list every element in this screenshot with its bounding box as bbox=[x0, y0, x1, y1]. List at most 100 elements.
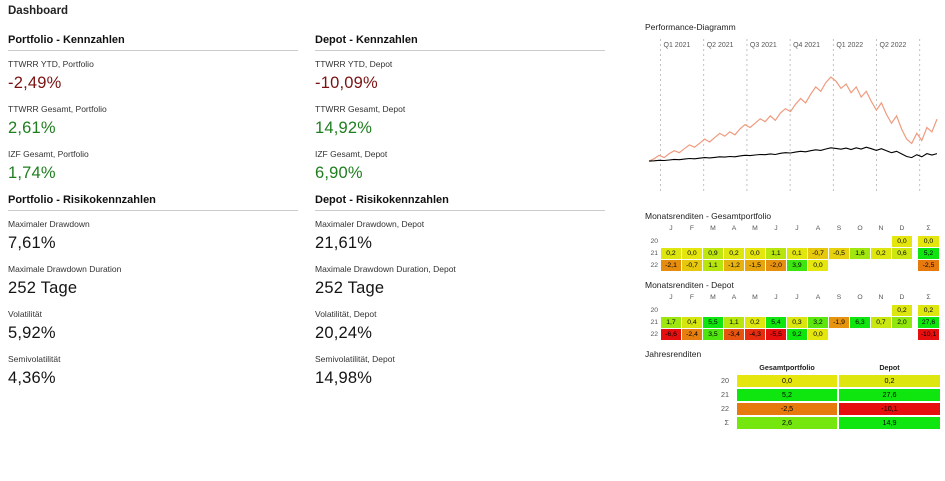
heatmap-cell bbox=[871, 305, 891, 316]
heatmap-cell: -4,3 bbox=[745, 329, 765, 340]
monthly-returns-depot-widget[interactable]: Monatsrenditen - Depot J F M A M J J A S O N D Σ 20 0,… bbox=[645, 280, 941, 340]
kpi-section: Portfolio - Kennzahlen TTWRR YTD, Portfol… bbox=[8, 34, 298, 183]
sum-gap bbox=[913, 236, 917, 247]
month-column-header: J bbox=[774, 294, 778, 301]
series-line-gesamtportfolio bbox=[648, 146, 938, 162]
heatmap-cell: 3,9 bbox=[787, 260, 807, 271]
annual-cell: 27,6 bbox=[839, 389, 940, 401]
annual-cell: -10,1 bbox=[839, 403, 940, 415]
sum-column-header: Σ bbox=[926, 294, 931, 301]
kpi-widget[interactable]: Volatilität, Depot 20,24% bbox=[315, 309, 605, 343]
month-column-header: J bbox=[795, 225, 799, 232]
kpi-label: Maximale Drawdown Duration bbox=[8, 264, 122, 274]
heatmap-cell: -2,4 bbox=[682, 329, 702, 340]
month-column-header: F bbox=[689, 225, 695, 232]
kpi-widget[interactable]: Maximaler Drawdown, Depot 21,61% bbox=[315, 219, 605, 253]
sum-gap bbox=[913, 260, 917, 271]
kpi-label: Maximaler Drawdown, Depot bbox=[315, 219, 425, 229]
month-column-header: A bbox=[731, 294, 737, 301]
kpi-value: 6,90% bbox=[315, 164, 363, 182]
month-column-header: N bbox=[878, 294, 884, 301]
month-column-header: O bbox=[857, 294, 863, 301]
heatmap-cell bbox=[850, 329, 870, 340]
quarter-label: Q1 2021 bbox=[664, 42, 691, 49]
heatmap-cell: -6,6 bbox=[661, 329, 681, 340]
month-column-header: J bbox=[774, 225, 778, 232]
performance-chart-widget[interactable]: Performance-Diagramm Q1 2021 Q2 2021 Q3 20… bbox=[645, 22, 941, 202]
kpi-widget[interactable]: IZF Gesamt, Depot 6,90% bbox=[315, 149, 605, 183]
heatmap-cell bbox=[703, 236, 723, 247]
annual-cell: 0,0 bbox=[737, 375, 837, 387]
heatmap-depot-title: Monatsrenditen - Depot bbox=[645, 280, 734, 290]
heatmap-cell: 0,0 bbox=[745, 248, 765, 259]
heatmap-cell bbox=[850, 236, 870, 247]
month-column-header: A bbox=[815, 225, 821, 232]
heatmap-cell: 0,1 bbox=[787, 248, 807, 259]
kpi-widget[interactable]: Volatilität 5,92% bbox=[8, 309, 298, 343]
sum-gap bbox=[913, 305, 917, 316]
monthly-returns-portfolio-widget[interactable]: Monatsrenditen - Gesamtportfolio J F M A M J J… bbox=[645, 211, 941, 271]
month-column-header: J bbox=[795, 294, 799, 301]
kpi-section: Portfolio - Risikokennzahlen Maximaler Dr… bbox=[8, 194, 298, 388]
heatmap-cell: 0,2 bbox=[892, 305, 912, 316]
heatmap-cell: 1,6 bbox=[850, 248, 870, 259]
kpi-widget[interactable]: TTWRR YTD, Portfolio -2,49% bbox=[8, 59, 298, 93]
kpi-widget[interactable]: Maximale Drawdown Duration 252 Tage bbox=[8, 264, 298, 298]
month-column-header: J bbox=[669, 225, 673, 232]
kpi-label: IZF Gesamt, Portfolio bbox=[8, 149, 89, 159]
chart-title: Performance-Diagramm bbox=[645, 22, 736, 32]
sum-gap bbox=[913, 293, 917, 304]
heatmap-row-label: 20 bbox=[650, 238, 658, 245]
annual-returns-title: Jahresrenditen bbox=[645, 349, 702, 359]
kpi-widget[interactable]: IZF Gesamt, Portfolio 1,74% bbox=[8, 149, 298, 183]
kpi-value: 7,61% bbox=[8, 234, 56, 252]
row-label-header bbox=[645, 224, 660, 234]
kpi-widget[interactable]: Maximaler Drawdown 7,61% bbox=[8, 219, 298, 253]
heatmap-cell bbox=[766, 236, 786, 247]
section-header: Depot - Kennzahlen bbox=[315, 34, 605, 51]
heatmap-sum-cell: 0,2 bbox=[918, 305, 939, 316]
kpi-label: TTWRR YTD, Depot bbox=[315, 59, 393, 69]
kpi-widget[interactable]: TTWRR Gesamt, Portfolio 2,61% bbox=[8, 104, 298, 138]
series-line-depot bbox=[648, 76, 938, 162]
heatmap-cell: 0,7 bbox=[871, 317, 891, 328]
heatmap-cell: -1,5 bbox=[745, 260, 765, 271]
heatmap-cell: 2,0 bbox=[892, 317, 912, 328]
kpi-label: Maximaler Drawdown bbox=[8, 219, 90, 229]
heatmap-cell: 0,2 bbox=[661, 248, 681, 259]
kpi-label: Semivolatilität, Depot bbox=[315, 354, 395, 364]
heatmap-sum-cell: -2,5 bbox=[918, 260, 939, 271]
sum-gap bbox=[913, 224, 917, 235]
kpi-widget[interactable]: Semivolatilität 4,36% bbox=[8, 354, 298, 388]
kpi-label: IZF Gesamt, Depot bbox=[315, 149, 388, 159]
page-title[interactable]: Dashboard bbox=[8, 5, 69, 17]
kpi-value: 4,36% bbox=[8, 369, 56, 387]
heatmap-cell: 0,6 bbox=[892, 248, 912, 259]
heatmap-cell: 1,7 bbox=[661, 317, 681, 328]
month-column-header: O bbox=[857, 225, 863, 232]
heatmap-cell: 0,0 bbox=[892, 236, 912, 247]
heatmap-cell bbox=[808, 305, 828, 316]
kpi-widget[interactable]: Semivolatilität, Depot 14,98% bbox=[315, 354, 605, 388]
monthly-returns-depot-table: J F M A M J J A S O N D Σ 20 0,2 0,2 21 1,7 0,4 5,5 1,1 0,2 5,… bbox=[645, 293, 941, 340]
heatmap-cell bbox=[871, 329, 891, 340]
annual-returns-widget[interactable]: Jahresrenditen Gesamtportfolio Depot 20 0,0… bbox=[645, 349, 941, 429]
annual-cell: 2,6 bbox=[737, 417, 837, 429]
month-column-header: M bbox=[752, 225, 758, 232]
annual-cell: 0,2 bbox=[839, 375, 940, 387]
performance-line-chart: Q1 2021 Q2 2021 Q3 2021 Q4 2021 Q1 2022 Q2 20… bbox=[648, 39, 938, 193]
heatmap-cell bbox=[871, 260, 891, 271]
heatmap-cell: -2,1 bbox=[661, 260, 681, 271]
heatmap-cell bbox=[829, 236, 849, 247]
heatmap-cell: 0,0 bbox=[682, 248, 702, 259]
kpi-value: 2,61% bbox=[8, 119, 56, 137]
heatmap-cell bbox=[724, 305, 744, 316]
kpi-widget[interactable]: TTWRR YTD, Depot -10,09% bbox=[315, 59, 605, 93]
month-column-header: D bbox=[899, 294, 905, 301]
kpi-value: 252 Tage bbox=[315, 279, 385, 297]
kpi-widget[interactable]: TTWRR Gesamt, Depot 14,92% bbox=[315, 104, 605, 138]
kpi-widget[interactable]: Maximale Drawdown Duration, Depot 252 Tag… bbox=[315, 264, 605, 298]
heatmap-cell: 0,4 bbox=[682, 317, 702, 328]
kpi-value: -10,09% bbox=[315, 74, 378, 92]
sum-gap bbox=[913, 248, 917, 259]
